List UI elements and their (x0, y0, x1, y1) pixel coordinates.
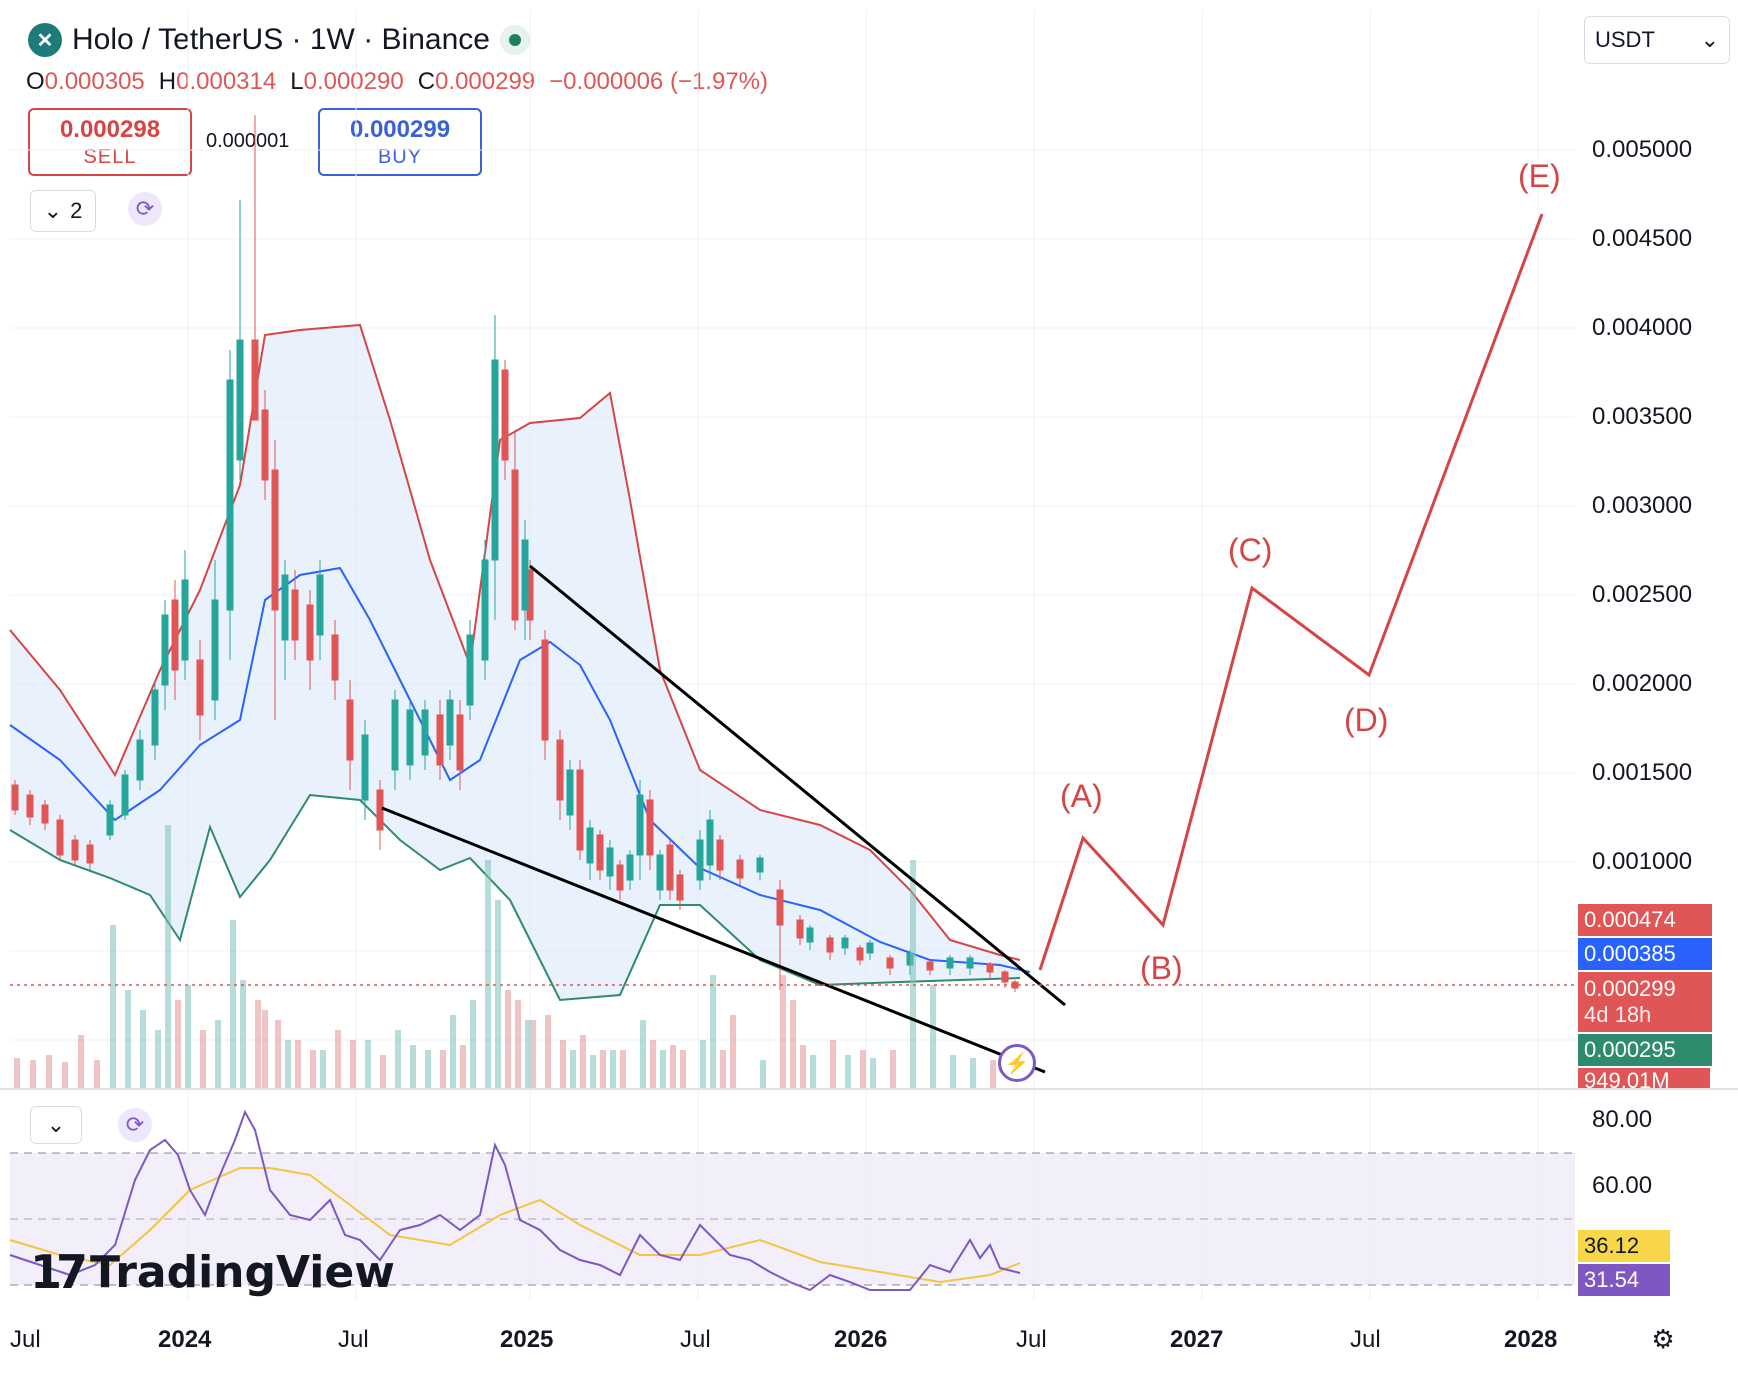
sell-button[interactable]: 0.000298 SELL (28, 108, 192, 176)
currency-select[interactable]: USDT ⌄ (1584, 16, 1730, 64)
rsi-line (9, 1109, 1021, 1292)
rsi-ma-tag: 36.12 (1578, 1230, 1670, 1262)
ohlc-high-label: H (158, 68, 177, 95)
market-open-icon (499, 25, 530, 55)
buy-price: 0.000299 (349, 115, 451, 143)
price-axis-label: 0.001500 (1592, 759, 1693, 786)
time-axis-label: Jul (10, 1326, 41, 1353)
wave-label-e: (E) (1518, 158, 1561, 194)
indicator-count: 2 (70, 198, 83, 223)
volume-bars (14, 825, 996, 1088)
time-axis-label: 2024 (158, 1326, 212, 1353)
time-axis-label: Jul (1016, 1326, 1047, 1353)
rsi-tag: 31.54 (1578, 1264, 1670, 1296)
spread-value: 0.000001 (206, 130, 290, 152)
price-axis-label: 0.002500 (1592, 581, 1693, 608)
rsi-ma-line (9, 1167, 1021, 1284)
chevron-down-icon: ⌄ (43, 198, 63, 223)
ohlc-legend: O0.000305 H0.000314 L0.000290 C0.000299 … (26, 68, 768, 96)
ohlc-high-value: 0.000314 (176, 68, 277, 95)
rsi-collapse-button[interactable]: ⌄ (30, 1106, 82, 1144)
bar-countdown: 4d 18h (1584, 1002, 1652, 1027)
time-axis-label: 2028 (1504, 1326, 1558, 1353)
ohlc-change: −0.000006 (−1.97%) (549, 68, 768, 95)
basis-tag: 0.000385 (1578, 938, 1712, 970)
chevron-down-icon: ⌄ (1700, 27, 1719, 52)
upper-band-tag: 0.000474 (1578, 904, 1712, 936)
ohlc-open-value: 0.000305 (44, 68, 145, 95)
buy-button[interactable]: 0.000299 BUY (318, 108, 482, 176)
price-axis-label: 0.004500 (1592, 225, 1693, 252)
time-axis-label: Jul (680, 1326, 711, 1353)
price-axis-label: 0.003000 (1592, 492, 1693, 519)
ohlc-low-label: L (290, 68, 304, 95)
time-axis-label: 2027 (1170, 1326, 1224, 1353)
refresh-icon[interactable]: ⟳ (118, 1108, 152, 1142)
ohlc-low-value: 0.000290 (303, 68, 404, 95)
wedge-lower-trendline (381, 806, 1046, 1074)
tradingview-wordmark: TradingView (90, 1246, 395, 1298)
time-axis-label: 2025 (500, 1326, 554, 1353)
settings-gear-icon[interactable]: ⚙ (1651, 1323, 1675, 1354)
rsi-axis-label: 80.00 (1592, 1106, 1653, 1133)
holo-logo-icon: ✕ (28, 23, 62, 57)
bollinger-basis (9, 566, 1031, 973)
lightning-icon[interactable]: ⚡ (998, 1044, 1036, 1082)
sell-price: 0.000298 (59, 115, 161, 143)
last-price-tag: 0.000299 4d 18h (1578, 972, 1712, 1032)
ohlc-close-label: C (417, 68, 436, 95)
price-axis-label: 0.003500 (1592, 403, 1693, 430)
wave-label-d: (D) (1344, 702, 1389, 738)
sell-label: SELL (83, 145, 137, 168)
volume-tag: 949.01M (1578, 1068, 1710, 1088)
rsi-axis-label: 60.00 (1592, 1172, 1653, 1199)
candlesticks (11, 115, 1019, 992)
ohlc-close-value: 0.000299 (435, 68, 536, 95)
lower-band-tag: 0.000295 (1578, 1034, 1712, 1066)
time-axis-label: Jul (1350, 1326, 1381, 1353)
chevron-down-icon: ⌄ (46, 1112, 66, 1137)
wedge-upper-trendline (529, 564, 1066, 1007)
symbol-title[interactable]: Holo / TetherUS · 1W · Binance (72, 23, 490, 56)
wave-projection-path (1038, 213, 1544, 971)
wave-label-c: (C) (1228, 532, 1273, 568)
indicators-toggle-button[interactable]: ⌄ 2 (30, 190, 96, 232)
ohlc-open-label: O (26, 68, 45, 95)
price-axis-label: 0.005000 (1592, 136, 1693, 163)
price-axis-label: 0.001000 (1592, 848, 1693, 875)
bollinger-fill (10, 325, 1020, 1000)
time-axis-label: Jul (338, 1326, 369, 1353)
price-axis-label: 0.002000 (1592, 670, 1693, 697)
buy-label: BUY (377, 145, 423, 168)
tradingview-logo: 17 TradingView (30, 1245, 395, 1299)
tradingview-logo-mark: 17 (30, 1245, 88, 1299)
last-price-value: 0.000299 (1584, 976, 1676, 1001)
wave-label-a: (A) (1060, 778, 1103, 814)
chart-header: ✕ Holo / TetherUS · 1W · Binance (28, 20, 530, 60)
price-axis-label: 0.004000 (1592, 314, 1693, 341)
refresh-icon[interactable]: ⟳ (128, 192, 162, 226)
wave-label-b: (B) (1140, 950, 1183, 986)
time-axis-label: 2026 (834, 1326, 888, 1353)
currency-value: USDT (1595, 27, 1655, 52)
